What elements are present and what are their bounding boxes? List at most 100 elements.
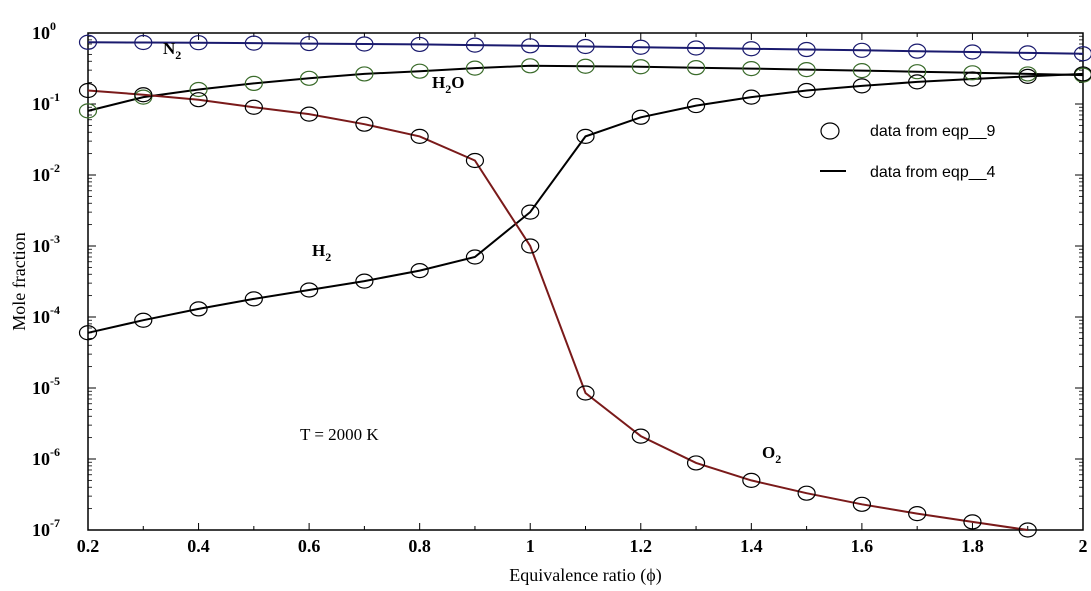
- plot-border: [87, 32, 1084, 531]
- marker-h2: [1018, 68, 1037, 84]
- x-tick-label: 0.4: [187, 536, 210, 556]
- marker-h2: [244, 291, 263, 307]
- marker-n2: [134, 34, 153, 51]
- marker-h2: [852, 78, 871, 94]
- y-tick-label: 100: [32, 19, 56, 43]
- x-tick-label: 1: [526, 536, 535, 556]
- x-tick-label: 1.2: [630, 536, 653, 556]
- series-line-n2: [87, 41, 1084, 55]
- y-tick-label: 10-7: [32, 516, 60, 540]
- tick-marks: [87, 32, 1084, 531]
- legend-circle-marker: [820, 122, 840, 140]
- marker-n2: [852, 42, 871, 58]
- marker-h2: [576, 128, 595, 144]
- marker-o2: [908, 506, 927, 522]
- x-tick-label: 0.8: [408, 536, 431, 556]
- series-labels: N2 H2O H2 O2: [163, 39, 781, 466]
- marker-n2: [963, 44, 982, 60]
- marker-h2o: [631, 59, 650, 75]
- legend-entry-eqp9: data from eqp__9: [870, 123, 996, 140]
- y-tick-label: 10-5: [32, 374, 60, 398]
- y-tick-label: 10-6: [32, 445, 60, 469]
- marker-h2o: [908, 64, 927, 80]
- marker-h2: [78, 325, 98, 341]
- series-label-h2: H2: [312, 241, 331, 264]
- marker-n2: [908, 43, 927, 59]
- marker-h2o: [244, 75, 263, 92]
- marker-o2: [797, 485, 816, 501]
- marker-n2: [300, 35, 319, 52]
- series-line-h2o: [87, 64, 1084, 112]
- marker-o2: [1018, 522, 1037, 538]
- marker-h2o: [465, 60, 485, 76]
- y-axis-title: Mole fraction: [9, 232, 29, 330]
- marker-h2o: [742, 61, 761, 77]
- x-tick-label: 1.6: [851, 536, 874, 556]
- marker-n2: [576, 38, 595, 55]
- marker-h2: [1073, 66, 1091, 82]
- marker-h2o: [300, 70, 319, 86]
- marker-h2o: [355, 66, 374, 82]
- x-tick-label: 1.8: [961, 536, 984, 556]
- marker-n2: [355, 36, 374, 52]
- marker-h2: [686, 97, 706, 114]
- marker-n2: [797, 41, 816, 58]
- marker-h2: [410, 263, 429, 279]
- series-label-h2o: H2O: [432, 73, 464, 96]
- y-tick-label: 10-4: [32, 303, 60, 327]
- marker-h2: [189, 301, 208, 317]
- marker-h2o: [852, 63, 871, 79]
- marker-o2: [78, 82, 98, 99]
- marker-h2: [908, 74, 927, 90]
- marker-h2: [465, 249, 485, 265]
- legend-entry-eqp4: data from eqp__4: [870, 164, 996, 181]
- series-markers: [78, 34, 1091, 538]
- marker-h2o: [521, 58, 540, 74]
- marker-n2: [742, 41, 761, 57]
- marker-h2o: [78, 103, 98, 119]
- marker-h2: [300, 282, 319, 298]
- marker-n2: [686, 40, 706, 56]
- marker-n2: [521, 38, 540, 54]
- marker-n2: [1073, 46, 1091, 62]
- x-tick-label: 2: [1079, 536, 1088, 556]
- marker-h2: [742, 89, 761, 105]
- marker-h2: [134, 312, 153, 328]
- series-line-o2: [87, 89, 1028, 531]
- marker-o2: [134, 87, 153, 103]
- y-tick-label: 10-3: [32, 232, 60, 256]
- x-axis-title: Equivalence ratio (ϕ): [509, 565, 661, 586]
- marker-o2: [963, 514, 982, 530]
- marker-h2o: [963, 65, 982, 81]
- marker-o2: [742, 472, 761, 488]
- marker-o2: [576, 385, 595, 401]
- marker-n2: [244, 35, 263, 51]
- marker-o2: [244, 99, 263, 115]
- legend: data from eqp__9 data from eqp__4: [820, 122, 996, 181]
- marker-o2: [300, 106, 319, 122]
- marker-o2: [465, 152, 485, 169]
- y-tick-label: 10-2: [32, 161, 60, 185]
- marker-h2: [521, 204, 540, 220]
- marker-o2: [521, 238, 540, 254]
- x-tick-label: 0.6: [298, 536, 321, 556]
- marker-o2: [852, 496, 871, 512]
- series-label-n2: N2: [163, 39, 181, 62]
- marker-h2o: [576, 58, 595, 74]
- marker-h2: [963, 71, 982, 87]
- marker-h2: [797, 82, 816, 99]
- y-tick-label: 10-1: [32, 90, 60, 114]
- series-lines: [87, 41, 1084, 531]
- x-tick-label: 0.2: [77, 536, 100, 556]
- marker-n2: [465, 37, 485, 53]
- marker-n2: [631, 39, 650, 55]
- marker-h2o: [686, 60, 706, 76]
- marker-n2: [78, 34, 98, 50]
- series-line-h2: [87, 72, 1084, 334]
- marker-o2: [631, 428, 650, 444]
- marker-n2: [1018, 45, 1037, 61]
- temperature-annotation: T = 2000 K: [300, 425, 379, 444]
- marker-o2: [355, 116, 374, 132]
